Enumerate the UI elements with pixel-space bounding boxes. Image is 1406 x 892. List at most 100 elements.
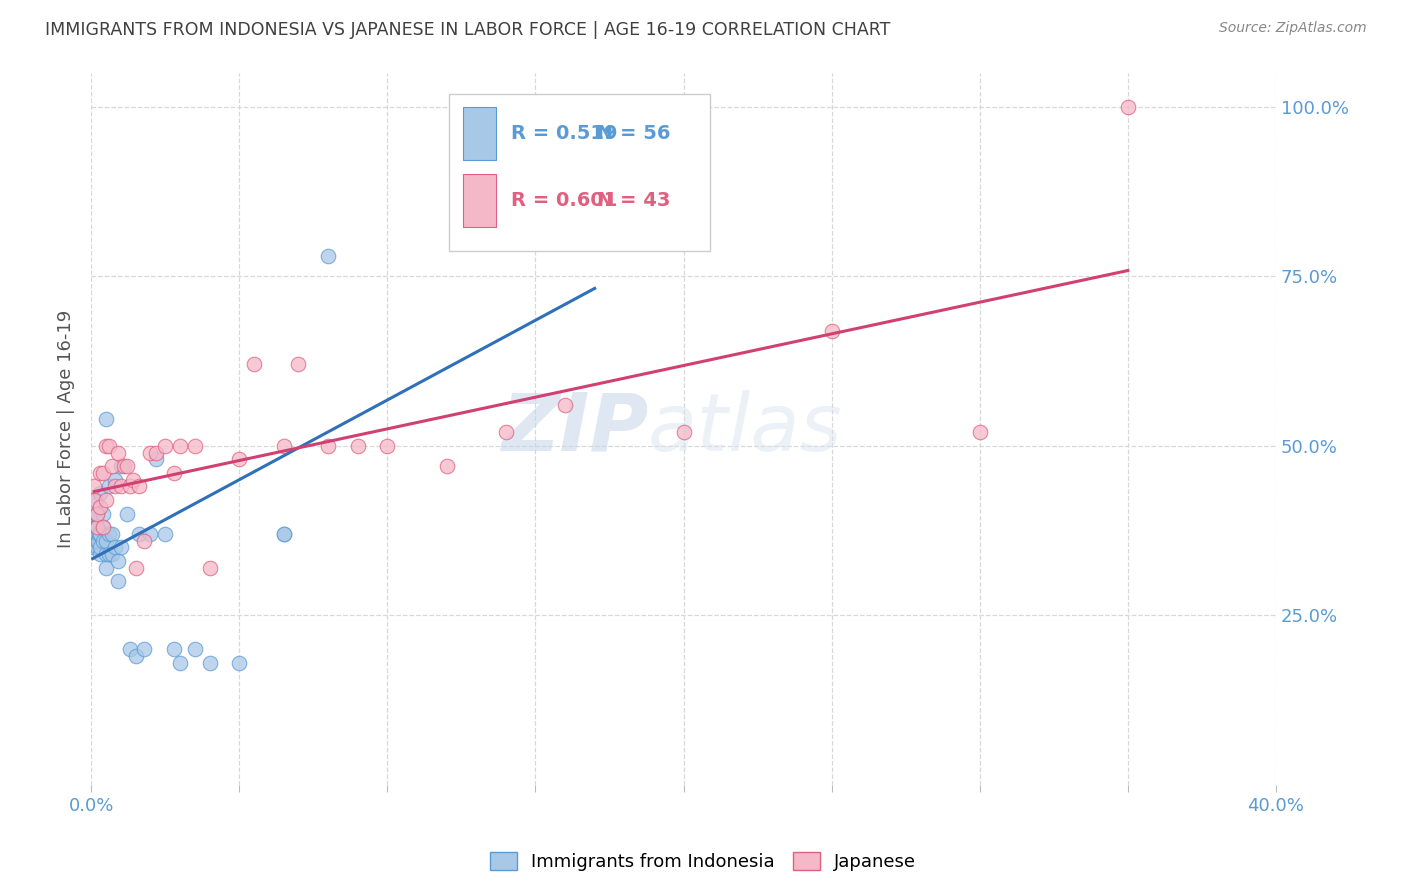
Point xyxy=(145,445,167,459)
Point xyxy=(377,439,399,453)
Point xyxy=(346,439,368,453)
Point xyxy=(169,439,191,453)
Point xyxy=(107,574,129,589)
Point xyxy=(89,547,111,561)
Point xyxy=(112,459,135,474)
Point xyxy=(153,439,176,453)
Point xyxy=(115,459,138,474)
Point xyxy=(89,466,111,480)
Point xyxy=(101,459,124,474)
Point xyxy=(198,561,221,575)
Point xyxy=(94,493,117,508)
Point xyxy=(94,439,117,453)
Point xyxy=(91,533,114,548)
Text: ZIP: ZIP xyxy=(501,390,648,468)
Text: N = 56: N = 56 xyxy=(598,124,671,143)
Point xyxy=(86,520,108,534)
Point xyxy=(1116,100,1139,114)
Point xyxy=(86,493,108,508)
Point xyxy=(89,486,111,500)
Text: R = 0.519: R = 0.519 xyxy=(510,124,617,143)
Point xyxy=(86,541,108,555)
Point xyxy=(228,656,250,670)
Y-axis label: In Labor Force | Age 16-19: In Labor Force | Age 16-19 xyxy=(58,310,75,548)
Point xyxy=(83,527,105,541)
Point xyxy=(124,561,146,575)
Point xyxy=(436,459,458,474)
Point xyxy=(94,533,117,548)
Point xyxy=(89,527,111,541)
Point xyxy=(184,439,207,453)
Point xyxy=(104,541,127,555)
Point xyxy=(198,656,221,670)
Point xyxy=(94,561,117,575)
Point xyxy=(91,507,114,521)
Point xyxy=(86,520,108,534)
Point xyxy=(134,533,156,548)
Point xyxy=(94,547,117,561)
Point xyxy=(87,527,110,541)
Point xyxy=(969,425,991,440)
Point xyxy=(104,473,127,487)
Point xyxy=(118,479,141,493)
Point xyxy=(672,425,695,440)
Point xyxy=(228,452,250,467)
Point xyxy=(153,527,176,541)
Point xyxy=(97,527,120,541)
Point xyxy=(97,547,120,561)
Point xyxy=(83,527,105,541)
FancyBboxPatch shape xyxy=(463,174,496,227)
Text: IMMIGRANTS FROM INDONESIA VS JAPANESE IN LABOR FORCE | AGE 16-19 CORRELATION CHA: IMMIGRANTS FROM INDONESIA VS JAPANESE IN… xyxy=(45,21,890,38)
Point xyxy=(84,520,107,534)
Point xyxy=(91,466,114,480)
Point xyxy=(583,127,606,141)
Point xyxy=(121,473,143,487)
Point xyxy=(273,527,295,541)
Point xyxy=(82,533,104,548)
Point xyxy=(91,520,114,534)
Point xyxy=(128,479,150,493)
Point xyxy=(104,479,127,493)
Point xyxy=(139,445,162,459)
Point xyxy=(184,642,207,657)
Point xyxy=(316,439,339,453)
Point xyxy=(139,527,162,541)
Point xyxy=(273,439,295,453)
Point xyxy=(287,358,309,372)
Point xyxy=(107,445,129,459)
Point xyxy=(89,541,111,555)
Legend: Immigrants from Indonesia, Japanese: Immigrants from Indonesia, Japanese xyxy=(482,845,924,879)
Text: Source: ZipAtlas.com: Source: ZipAtlas.com xyxy=(1219,21,1367,35)
Point xyxy=(124,648,146,663)
Point xyxy=(163,466,186,480)
Point xyxy=(134,642,156,657)
Point xyxy=(86,507,108,521)
Point xyxy=(83,520,105,534)
Point xyxy=(101,547,124,561)
Point xyxy=(97,439,120,453)
Point xyxy=(128,527,150,541)
Point xyxy=(94,411,117,425)
Point xyxy=(86,533,108,548)
Point xyxy=(316,249,339,263)
Text: R = 0.601: R = 0.601 xyxy=(510,191,617,211)
Point xyxy=(243,358,266,372)
Point xyxy=(82,541,104,555)
Point xyxy=(86,507,108,521)
Point xyxy=(83,479,105,493)
Point xyxy=(273,527,295,541)
Point xyxy=(163,642,186,657)
Point xyxy=(101,527,124,541)
Point xyxy=(110,479,132,493)
Text: atlas: atlas xyxy=(648,390,842,468)
Text: N = 43: N = 43 xyxy=(598,191,671,211)
Point xyxy=(83,520,105,534)
Point xyxy=(83,493,105,508)
Point xyxy=(115,507,138,521)
Point xyxy=(495,425,517,440)
Point xyxy=(118,642,141,657)
Point xyxy=(107,554,129,568)
FancyBboxPatch shape xyxy=(449,95,710,251)
Point xyxy=(554,398,576,412)
FancyBboxPatch shape xyxy=(463,107,496,160)
